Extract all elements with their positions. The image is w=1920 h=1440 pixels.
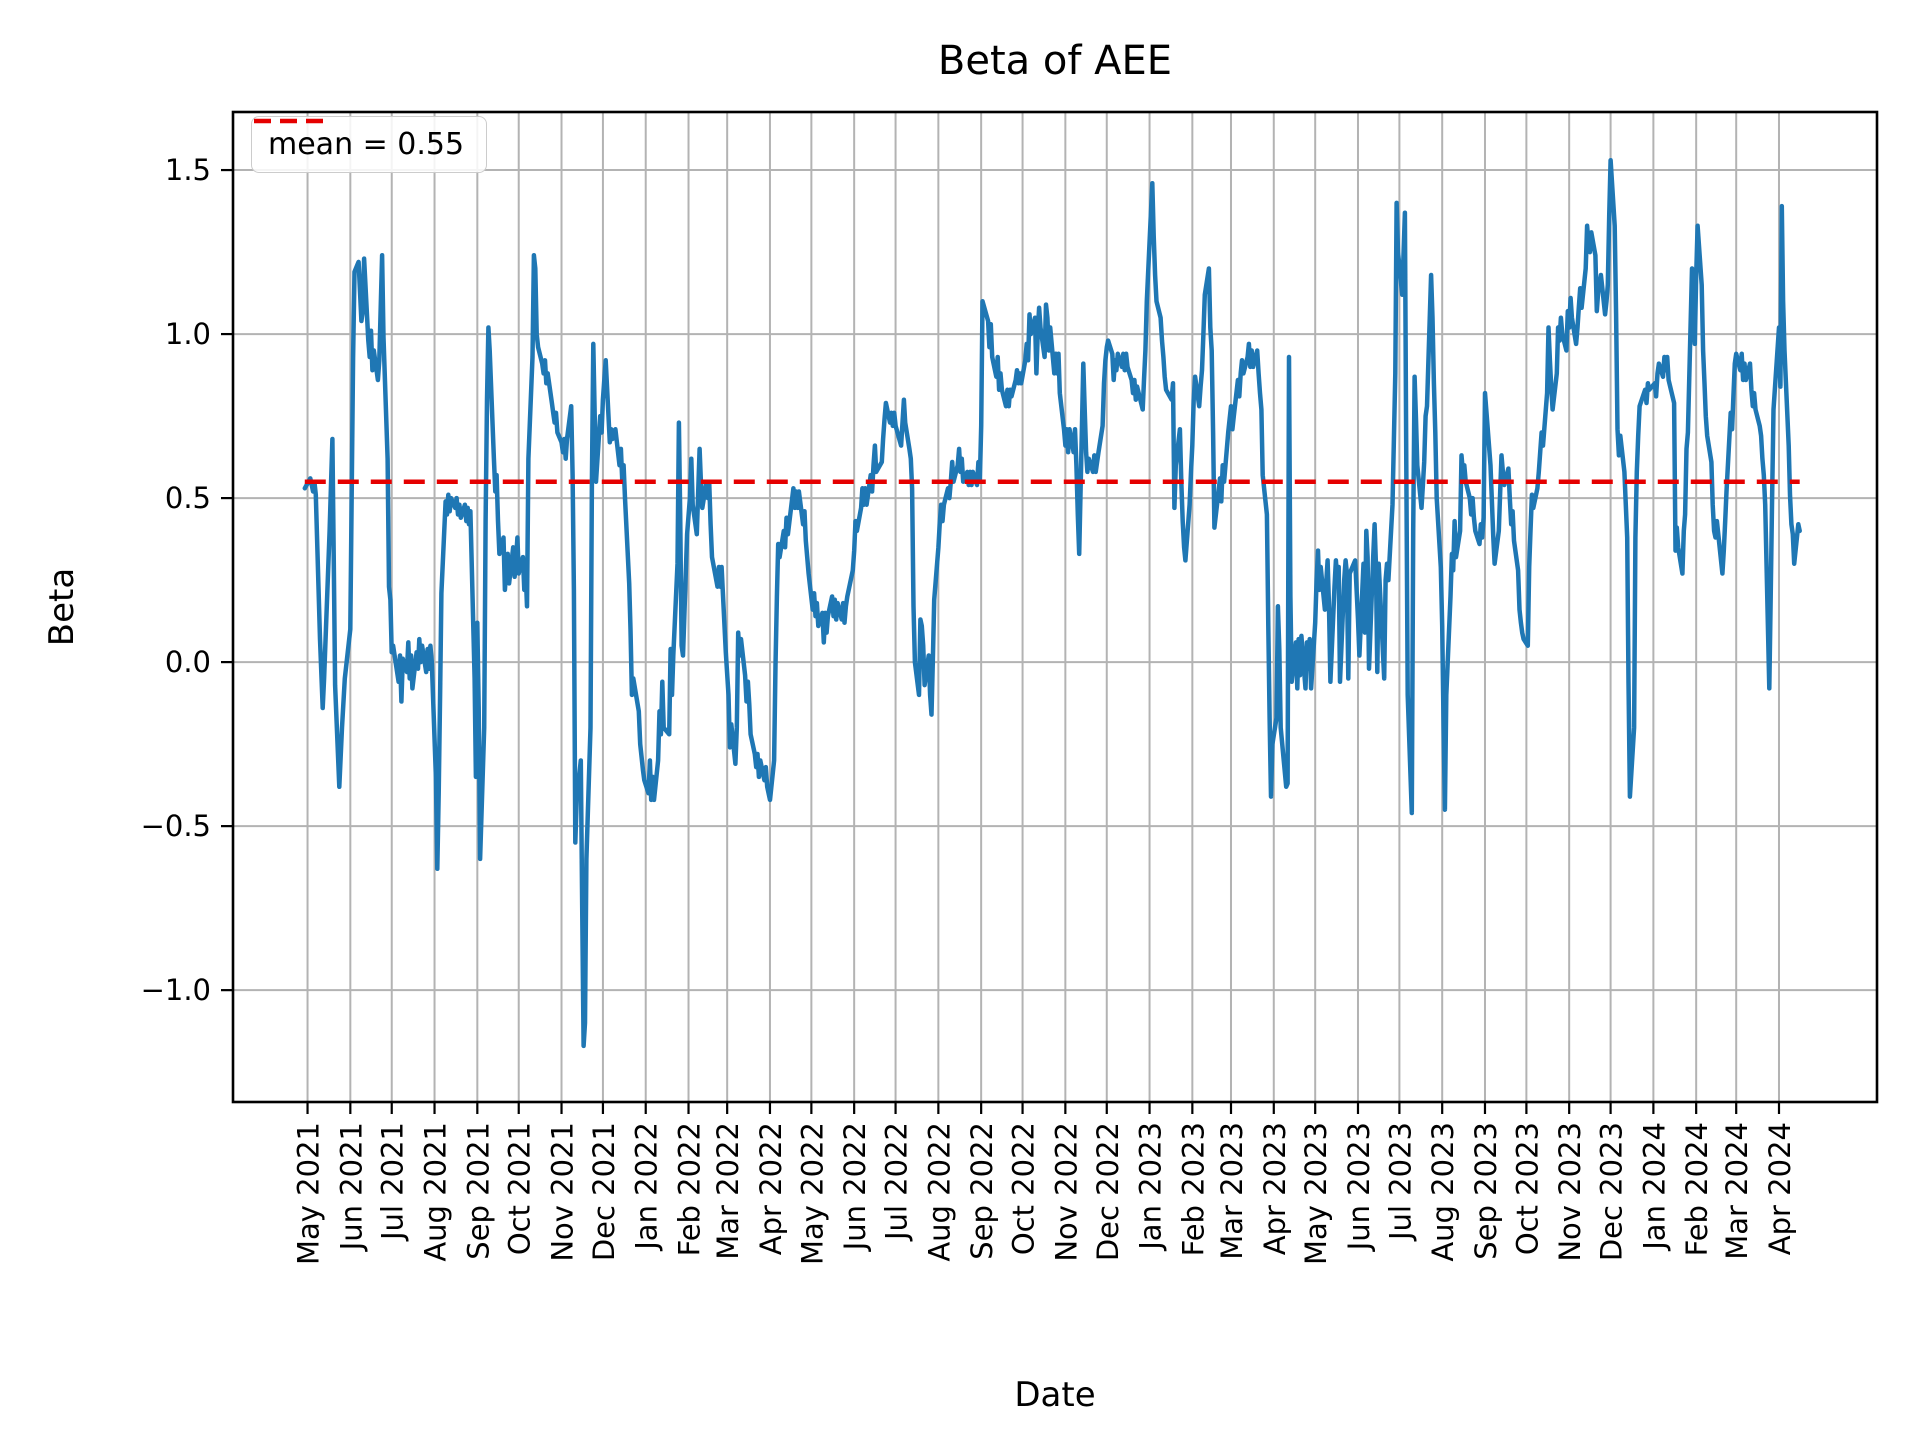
x-axis-label: Date	[1014, 1375, 1096, 1415]
x-tick-label: Jul 2023	[1383, 1122, 1417, 1242]
x-tick-label: Jun 2023	[1342, 1122, 1376, 1252]
x-tick-label: Aug 2022	[922, 1122, 956, 1262]
legend: mean = 0.55	[251, 116, 488, 173]
x-tick-label: Oct 2023	[1510, 1122, 1544, 1255]
y-tick-label: 0.0	[165, 645, 211, 679]
x-tick-label: Nov 2023	[1553, 1122, 1587, 1262]
x-tick-label: Feb 2022	[673, 1122, 707, 1256]
x-tick-label: Aug 2021	[419, 1122, 453, 1262]
beta-line	[302, 157, 1802, 1049]
x-tick-label: May 2023	[1299, 1122, 1333, 1265]
x-tick-label: Nov 2021	[546, 1122, 580, 1262]
x-tick-label: Jan 2022	[630, 1122, 664, 1252]
x-tick-label: Dec 2023	[1595, 1122, 1629, 1261]
x-tick-label: Mar 2023	[1215, 1122, 1249, 1260]
y-tick-label: 0.5	[165, 481, 211, 515]
x-tick-label: Jan 2023	[1134, 1122, 1168, 1252]
x-tick-label: Jun 2022	[838, 1122, 872, 1252]
x-tick-label: Oct 2021	[503, 1122, 537, 1255]
y-tick-label: −1.0	[141, 973, 211, 1007]
plot-frame	[231, 110, 1879, 1104]
x-tick-label: May 2021	[292, 1122, 326, 1265]
y-axis-label: Beta	[42, 567, 82, 647]
y-tick-label: −0.5	[141, 809, 211, 843]
x-tick-label: Sep 2023	[1469, 1122, 1503, 1260]
chart-title: Beta of AEE	[937, 38, 1173, 84]
x-tick-label: Nov 2022	[1049, 1122, 1083, 1262]
x-tick-label: Apr 2024	[1763, 1122, 1797, 1255]
y-tick-label: 1.0	[165, 317, 211, 351]
x-tick-label: Mar 2024	[1720, 1122, 1754, 1260]
x-tick-label: May 2022	[795, 1122, 829, 1265]
x-tick-label: Oct 2022	[1007, 1122, 1041, 1255]
x-tick-label: Aug 2023	[1426, 1122, 1460, 1262]
x-tick-label: Feb 2023	[1176, 1122, 1210, 1256]
legend-line-sample	[254, 118, 326, 124]
x-tick-label: Dec 2021	[587, 1122, 621, 1261]
legend-label: mean = 0.55	[268, 127, 465, 162]
x-tick-label: Jul 2021	[376, 1122, 410, 1242]
x-tick-label: Jun 2021	[334, 1122, 368, 1252]
x-tick-label: Mar 2022	[711, 1122, 745, 1260]
x-tick-label: Dec 2022	[1091, 1122, 1125, 1261]
x-tick-label: Jul 2022	[880, 1122, 914, 1242]
y-tick-label: 1.5	[165, 153, 211, 187]
x-tick-label: Sep 2021	[461, 1122, 495, 1260]
x-tick-label: Sep 2022	[965, 1122, 999, 1260]
x-tick-label: Jan 2024	[1637, 1122, 1671, 1252]
x-tick-label: Apr 2023	[1258, 1122, 1292, 1255]
x-tick-label: Apr 2022	[754, 1122, 788, 1255]
x-tick-label: Feb 2024	[1680, 1122, 1714, 1256]
